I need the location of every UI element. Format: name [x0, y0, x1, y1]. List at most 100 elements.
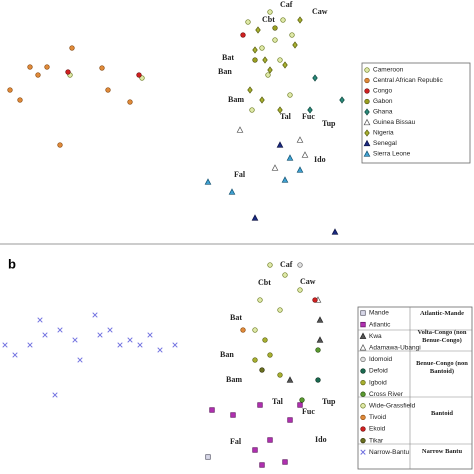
point [35, 72, 41, 78]
point [267, 66, 273, 74]
point [282, 272, 288, 278]
point [255, 26, 261, 34]
point [92, 312, 98, 318]
point [277, 307, 283, 313]
point [240, 32, 246, 38]
legend-marker [359, 332, 367, 339]
point [316, 316, 324, 323]
legend-box [361, 62, 471, 164]
point [267, 352, 273, 358]
point [205, 454, 211, 460]
point [157, 347, 163, 353]
point [315, 347, 321, 353]
legend-label: Ghana [373, 109, 393, 116]
point [312, 74, 318, 82]
point [37, 317, 43, 323]
point [286, 154, 294, 161]
point [259, 367, 265, 373]
point [262, 337, 268, 343]
legend-marker [364, 108, 370, 116]
point [271, 164, 279, 171]
point [27, 342, 33, 348]
annotation: Bam [228, 95, 244, 104]
annotation: Ban [218, 67, 232, 76]
point [297, 262, 303, 268]
legend-group: Bantoid [430, 410, 454, 417]
legend-marker [364, 67, 370, 73]
point [52, 392, 58, 398]
annotation: Fal [230, 437, 242, 446]
point [72, 337, 78, 343]
legend-marker [364, 88, 370, 94]
annotation: Bat [222, 53, 234, 62]
legend-label: Nigeria [373, 130, 394, 137]
legend-box [357, 306, 473, 470]
point [251, 214, 259, 221]
point [277, 372, 283, 378]
legend-label: Guinea Bissau [373, 119, 416, 126]
point [12, 352, 18, 358]
legend-group: Atlantic-Mande [419, 310, 465, 317]
point [267, 437, 273, 443]
legend-label: Cameroon [373, 67, 404, 74]
legend-marker [360, 391, 366, 397]
point [57, 142, 63, 148]
annotation: Cbt [262, 15, 275, 24]
panel-label: b [8, 256, 16, 271]
legend-group: Benue-Congo (non Bantoid) [416, 360, 468, 375]
point [286, 376, 294, 383]
annotation: Caf [280, 260, 293, 269]
point [127, 337, 133, 343]
point [240, 327, 246, 333]
point [276, 141, 284, 148]
legend-label: Central African Republic [373, 77, 443, 84]
point [301, 151, 309, 158]
legend-label: Congo [373, 88, 393, 95]
point [209, 407, 215, 413]
legend-marker [359, 344, 367, 351]
legend-marker [360, 426, 366, 432]
point [262, 56, 268, 64]
point [296, 136, 304, 143]
point [2, 342, 8, 348]
point [282, 61, 288, 69]
point [17, 97, 23, 103]
legend-label: Ekoid [369, 426, 386, 433]
point [259, 45, 265, 51]
legend-marker [363, 150, 371, 157]
point [69, 45, 75, 51]
legend-marker [360, 321, 366, 328]
legend-marker [364, 129, 370, 137]
point [315, 377, 321, 383]
legend-marker [363, 139, 371, 147]
annotation: Ido [315, 435, 327, 444]
point [277, 57, 283, 63]
legend-label: Idomoid [369, 356, 393, 363]
point [287, 417, 293, 423]
annotation: Fal [234, 170, 246, 179]
legend-label: Tivoid [369, 414, 386, 421]
point [252, 327, 258, 333]
point [280, 17, 286, 23]
point [331, 228, 339, 235]
point [228, 188, 236, 195]
point [297, 402, 303, 408]
legend-label: Tikar [369, 437, 384, 444]
point [65, 69, 71, 75]
point [204, 178, 212, 185]
legend-marker [364, 98, 370, 105]
annotation: Fuc [302, 112, 315, 121]
legend-label: Adamawa-Ubangi [369, 345, 421, 352]
point [257, 402, 263, 408]
legend-marker [360, 403, 366, 409]
point [44, 64, 50, 70]
point [297, 287, 303, 293]
legend-group: Volta-Congo (non Benue-Congo) [417, 329, 467, 344]
point [267, 9, 273, 15]
annotation: Tal [272, 397, 284, 406]
legend-marker [360, 310, 366, 316]
point [77, 357, 83, 363]
legend-label: Cross River [369, 391, 404, 398]
point [316, 336, 324, 343]
